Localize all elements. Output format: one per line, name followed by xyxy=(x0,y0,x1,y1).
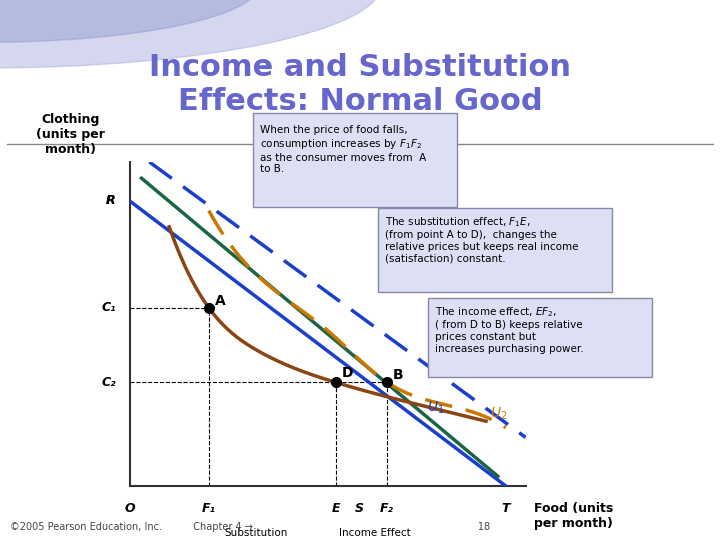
Text: The substitution effect, $F_1E$,
(from point A to D),  changes the
relative pric: The substitution effect, $F_1E$, (from p… xyxy=(385,215,578,264)
Text: When the price of food falls,
consumption increases by $F_1F_2$
as the consumer : When the price of food falls, consumptio… xyxy=(260,125,426,174)
Text: D: D xyxy=(341,367,353,381)
Text: The income effect, $EF_2$,
( from D to B) keeps relative
prices constant but
inc: The income effect, $EF_2$, ( from D to B… xyxy=(435,305,584,354)
Text: B: B xyxy=(393,368,404,382)
Text: S: S xyxy=(355,502,364,515)
FancyBboxPatch shape xyxy=(428,298,652,377)
Text: Food (units
per month): Food (units per month) xyxy=(534,502,613,530)
FancyBboxPatch shape xyxy=(378,208,612,292)
Text: Clothing
(units per
month): Clothing (units per month) xyxy=(36,112,104,156)
Text: C₂: C₂ xyxy=(101,376,116,389)
Text: T: T xyxy=(502,502,510,515)
Text: O: O xyxy=(125,502,135,515)
Text: $U_1$: $U_1$ xyxy=(426,400,444,416)
Text: E: E xyxy=(331,502,340,515)
Text: $U_2$: $U_2$ xyxy=(490,406,508,422)
FancyBboxPatch shape xyxy=(253,113,457,207)
Text: A: A xyxy=(215,294,225,308)
Text: C₁: C₁ xyxy=(101,301,116,314)
Text: R: R xyxy=(106,194,116,207)
Text: ©2005 Pearson Education, Inc.          Chapter 4 →                              : ©2005 Pearson Education, Inc. Chapter 4 … xyxy=(10,522,490,532)
Text: R: R xyxy=(106,194,116,207)
Text: F₁: F₁ xyxy=(202,502,216,515)
Text: Substitution
Effect: Substitution Effect xyxy=(225,528,288,540)
Text: F₂: F₂ xyxy=(380,502,394,515)
Circle shape xyxy=(0,0,259,42)
Circle shape xyxy=(0,0,382,68)
Text: Income and Substitution
Effects: Normal Good: Income and Substitution Effects: Normal … xyxy=(149,53,571,116)
Text: Income Effect: Income Effect xyxy=(339,528,411,538)
